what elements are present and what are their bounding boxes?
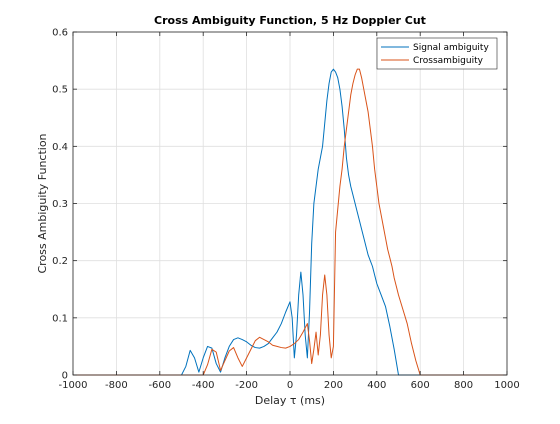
y-tick-label: 0.6 [52, 28, 68, 39]
x-axis-title: Delay τ (ms) [255, 394, 325, 407]
x-tick-label: 1000 [494, 380, 519, 391]
series-layer [73, 68, 507, 376]
tick-layer: -1000 -800 -600 -400 -200 0 200 400 600 800 1000 0 0… [52, 28, 520, 392]
x-tick-label: -400 [192, 380, 215, 391]
x-tick-label: -800 [105, 380, 128, 391]
legend-label-signal-ambiguity: Signal ambiguity [413, 43, 489, 53]
y-tick-label: 0.3 [52, 199, 68, 210]
x-tick-label: 600 [411, 380, 430, 391]
x-tick-label: 0 [287, 380, 293, 391]
x-tick-label: -1000 [58, 380, 87, 391]
y-tick-label: 0.4 [52, 142, 68, 153]
series-line-signal-ambiguity [73, 68, 507, 376]
legend-box [376, 37, 498, 70]
y-axis-title: Cross Ambiguity Function [36, 133, 49, 273]
x-tick-label: -600 [148, 380, 171, 391]
y-tick-label: 0.5 [52, 85, 68, 96]
y-tick-label: 0.1 [52, 313, 68, 324]
y-tick-label: 0.2 [52, 256, 68, 267]
x-tick-label: 800 [454, 380, 473, 391]
legend-label-crossambiguity: Crossambiguity [413, 56, 484, 66]
legend: Signal ambiguity Crossambiguity [376, 37, 498, 70]
x-tick-label: -200 [235, 380, 258, 391]
x-tick-label: 400 [367, 380, 386, 391]
chart-title: Cross Ambiguity Function, 5 Hz Doppler C… [154, 14, 426, 27]
series-line-crossambiguity [73, 68, 507, 376]
y-tick-label: 0 [62, 371, 68, 382]
x-tick-label: 200 [324, 380, 343, 391]
